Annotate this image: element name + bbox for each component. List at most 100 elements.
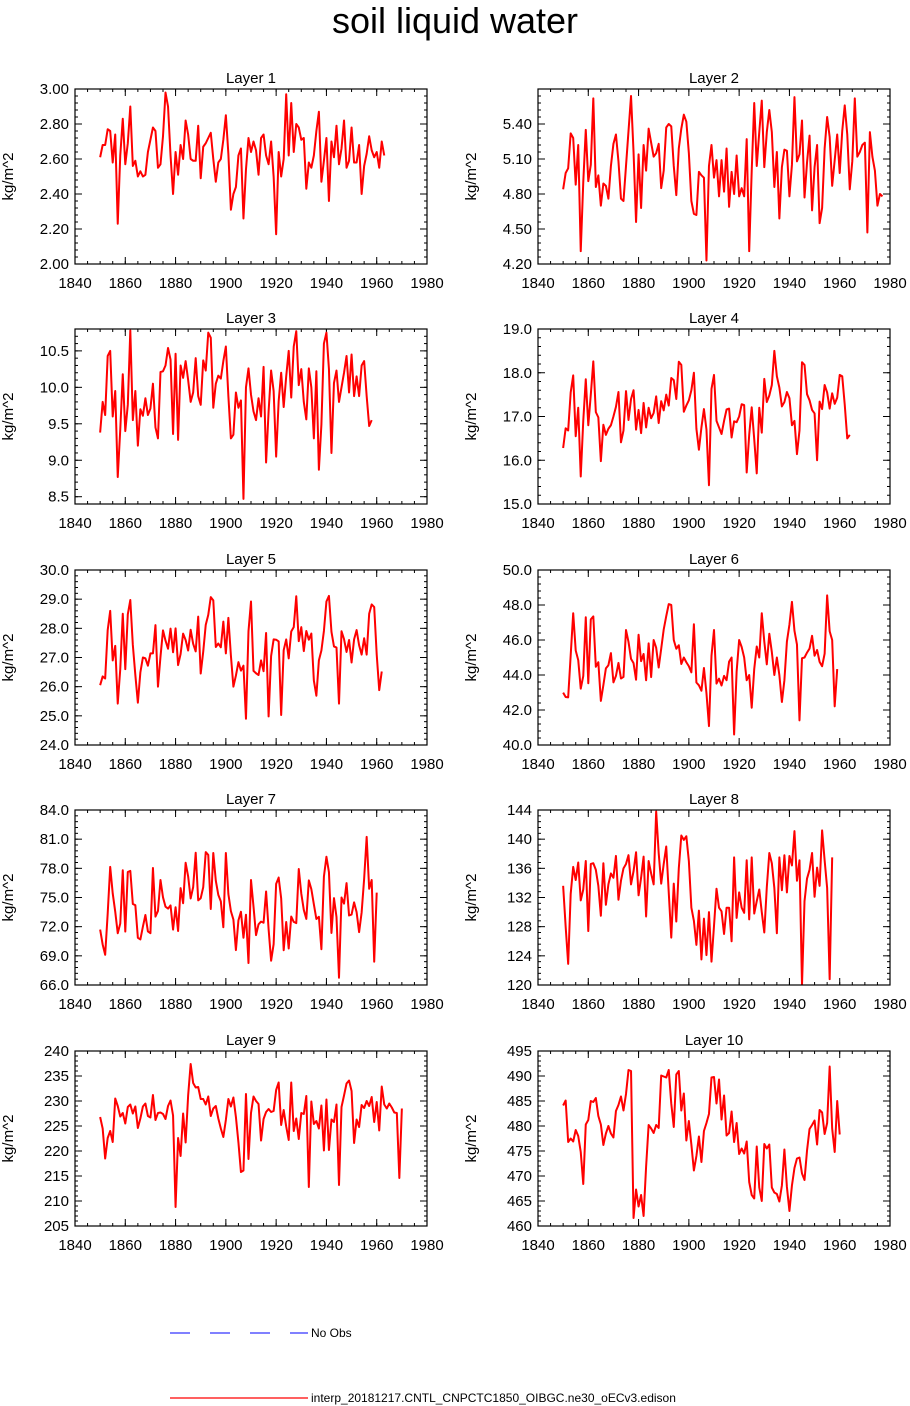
x-tick-label: 1900 xyxy=(209,1237,242,1254)
x-tick-label: 1880 xyxy=(159,996,192,1013)
x-tick-label: 1960 xyxy=(823,996,856,1013)
x-tick-label: 1920 xyxy=(259,996,292,1013)
y-axis-label: kg/m^2 xyxy=(463,634,480,682)
panel-layer-9: Layer 9 1840 1860 1880 1900 1920 1940 1960 1980 2… xyxy=(0,1032,444,1254)
x-tick-label: 1980 xyxy=(873,1237,906,1254)
x-tick-label: 1920 xyxy=(722,515,755,532)
y-tick-label: 10.0 xyxy=(40,379,69,396)
y-tick-label: 46.0 xyxy=(503,632,532,649)
x-tick-label: 1840 xyxy=(58,515,91,532)
y-tick-label: 4.80 xyxy=(503,186,532,203)
y-tick-label: 4.20 xyxy=(503,256,532,273)
y-tick-label: 66.0 xyxy=(40,977,69,994)
series-line xyxy=(99,594,383,720)
panel-title: Layer 10 xyxy=(685,1032,743,1049)
y-tick-label: 28.0 xyxy=(40,620,69,637)
x-tick-label: 1940 xyxy=(310,756,343,773)
y-tick-label: 470 xyxy=(507,1168,532,1185)
x-tick-label: 1920 xyxy=(722,756,755,773)
x-tick-label: 1980 xyxy=(873,996,906,1013)
panel-title: Layer 5 xyxy=(226,551,276,568)
x-tick-label: 1840 xyxy=(521,996,554,1013)
x-tick-label: 1900 xyxy=(672,756,705,773)
x-tick-label: 1960 xyxy=(823,756,856,773)
x-tick-label: 1880 xyxy=(159,275,192,292)
y-tick-label: 235 xyxy=(44,1068,69,1085)
y-tick-label: 78.0 xyxy=(40,860,69,877)
y-tick-label: 120 xyxy=(507,977,532,994)
x-tick-label: 1840 xyxy=(58,996,91,1013)
y-tick-label: 4.50 xyxy=(503,221,532,238)
plot-frame xyxy=(74,328,428,505)
y-tick-label: 2.60 xyxy=(40,151,69,168)
x-tick-label: 1880 xyxy=(622,515,655,532)
x-tick-label: 1900 xyxy=(672,996,705,1013)
y-tick-label: 24.0 xyxy=(40,737,69,754)
y-tick-label: 2.20 xyxy=(40,221,69,238)
x-tick-label: 1900 xyxy=(209,996,242,1013)
y-tick-label: 132 xyxy=(507,890,532,907)
y-tick-label: 19.0 xyxy=(503,321,532,338)
x-tick-label: 1960 xyxy=(823,1237,856,1254)
series-line xyxy=(99,835,378,979)
plot-frame xyxy=(74,809,428,986)
x-tick-label: 1960 xyxy=(823,515,856,532)
x-tick-label: 1840 xyxy=(58,756,91,773)
series-line xyxy=(562,95,884,262)
figure-title: soil liquid water xyxy=(332,0,578,41)
y-tick-label: 124 xyxy=(507,948,532,965)
panel-layer-7: Layer 7 1840 1860 1880 1900 1920 1940 1960 1980 6… xyxy=(0,791,444,1013)
y-tick-label: 48.0 xyxy=(503,597,532,614)
y-tick-label: 230 xyxy=(44,1093,69,1110)
y-tick-label: 42.0 xyxy=(503,702,532,719)
x-tick-label: 1880 xyxy=(622,1237,655,1254)
x-tick-label: 1860 xyxy=(109,275,142,292)
x-tick-label: 1900 xyxy=(209,515,242,532)
x-tick-label: 1920 xyxy=(722,996,755,1013)
plot-frame xyxy=(537,809,891,986)
y-tick-label: 5.40 xyxy=(503,116,532,133)
y-tick-label: 3.00 xyxy=(40,81,69,98)
plot-frame xyxy=(74,1050,428,1227)
panel-title: Layer 4 xyxy=(689,310,739,327)
panel-title: Layer 7 xyxy=(226,791,276,808)
x-tick-label: 1920 xyxy=(259,1237,292,1254)
y-tick-label: 81.0 xyxy=(40,831,69,848)
x-tick-label: 1960 xyxy=(360,996,393,1013)
panel-title: Layer 1 xyxy=(226,70,276,87)
y-tick-label: 29.0 xyxy=(40,591,69,608)
x-tick-label: 1980 xyxy=(410,515,443,532)
y-axis-label: kg/m^2 xyxy=(463,153,480,201)
y-tick-label: 44.0 xyxy=(503,667,532,684)
x-tick-label: 1880 xyxy=(622,275,655,292)
y-axis-label: kg/m^2 xyxy=(0,634,17,682)
legend: No Obs interp_20181217.CNTL_CNPCTC1850_O… xyxy=(170,1326,676,1405)
y-axis-label: kg/m^2 xyxy=(0,153,17,201)
x-tick-label: 1840 xyxy=(521,756,554,773)
y-tick-label: 240 xyxy=(44,1043,69,1060)
y-tick-label: 128 xyxy=(507,919,532,936)
y-axis-label: kg/m^2 xyxy=(463,874,480,922)
y-axis-label: kg/m^2 xyxy=(463,1115,480,1163)
x-tick-label: 1960 xyxy=(823,275,856,292)
y-tick-label: 480 xyxy=(507,1118,532,1135)
y-tick-label: 27.0 xyxy=(40,650,69,667)
x-tick-label: 1940 xyxy=(310,1237,343,1254)
panel-title: Layer 6 xyxy=(689,551,739,568)
x-tick-label: 1960 xyxy=(360,756,393,773)
y-tick-label: 10.5 xyxy=(40,343,69,360)
x-tick-label: 1860 xyxy=(109,996,142,1013)
y-tick-label: 460 xyxy=(507,1218,532,1235)
x-tick-label: 1920 xyxy=(259,515,292,532)
x-tick-label: 1980 xyxy=(410,275,443,292)
y-tick-label: 205 xyxy=(44,1218,69,1235)
x-tick-label: 1960 xyxy=(360,515,393,532)
x-tick-label: 1900 xyxy=(672,1237,705,1254)
x-tick-label: 1860 xyxy=(572,1237,605,1254)
y-tick-label: 136 xyxy=(507,860,532,877)
y-tick-label: 17.0 xyxy=(503,409,532,426)
x-tick-label: 1900 xyxy=(672,515,705,532)
panel-layer-10: Layer 10 1840 1860 1880 1900 1920 1940 1960 1980… xyxy=(463,1032,907,1254)
x-tick-label: 1980 xyxy=(873,275,906,292)
y-axis-label: kg/m^2 xyxy=(0,393,17,441)
